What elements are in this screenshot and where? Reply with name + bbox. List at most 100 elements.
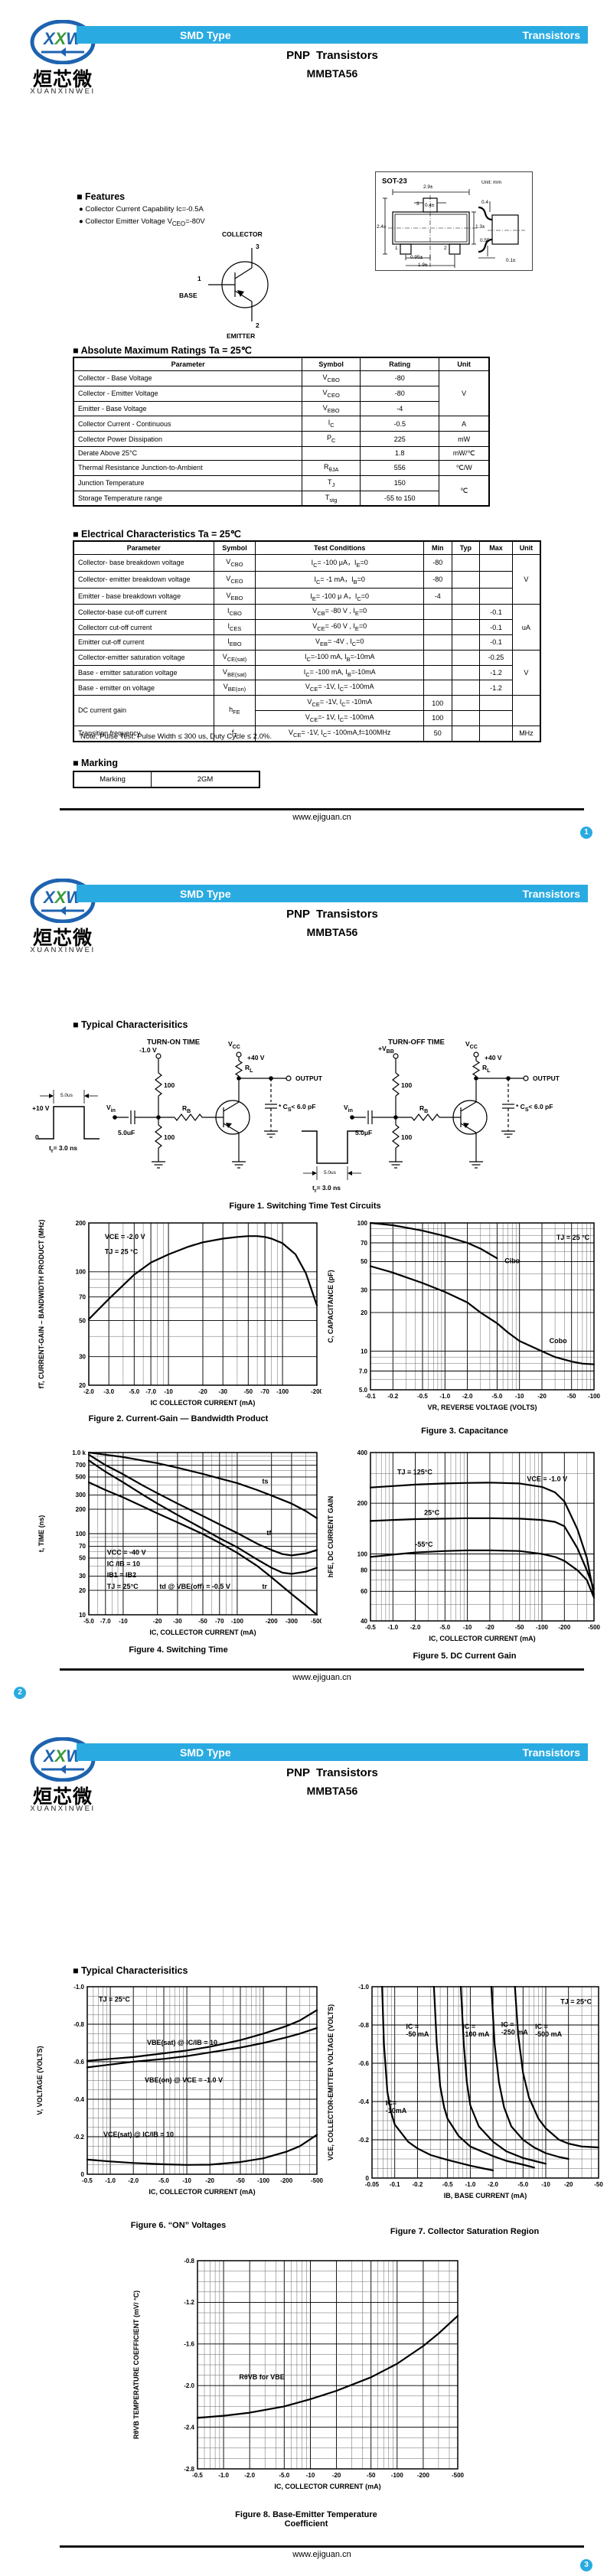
table-header-cell: Max xyxy=(479,540,513,555)
table-header-cell: Min xyxy=(423,540,452,555)
table-cell: -0.1 xyxy=(479,604,513,621)
diagram-label: BASE xyxy=(179,291,197,299)
sot23-outline-drawing xyxy=(383,189,525,269)
table-cell xyxy=(479,695,513,711)
page-3: XXW 烜芯微 XUANXINWEI SMD Type Transistors … xyxy=(0,1717,607,2576)
footer-rule xyxy=(60,808,584,810)
footer-url: www.ejiguan.cn xyxy=(292,2550,351,2559)
table-header-cell: Unit xyxy=(439,357,490,371)
figure7-caption: Figure 7. Collector Saturation Region xyxy=(390,2227,540,2236)
svg-text:-5.0: -5.0 xyxy=(158,2177,169,2184)
absolute-maximum-ratings-table: Parameter Symbol Rating Unit Collector - Bas… xyxy=(73,357,490,507)
data-table: Parameter Symbol Test Conditions Min Typ Max U… xyxy=(73,540,541,742)
diagram-label: * CS< 6.0 pF xyxy=(279,1103,316,1113)
diagram-label: TURN-ON TIME xyxy=(147,1038,201,1047)
table-cell: VCE= -1V, IC= -100mA,f=100MHz xyxy=(255,725,424,742)
table-cell: Collector Current - Continuous xyxy=(73,416,303,432)
table-row: Derate Above 25°C 1.8 mW/℃ xyxy=(73,445,490,461)
svg-text:-100: -100 xyxy=(536,1624,549,1631)
svg-text:-30: -30 xyxy=(173,1618,182,1625)
svg-text:200: 200 xyxy=(76,1220,86,1227)
svg-text:IC =-250 mA: IC = -250 mA xyxy=(501,2021,529,2036)
banner-left-label: SMD Type xyxy=(180,29,231,41)
svg-text:Cibo: Cibo xyxy=(504,1257,520,1264)
table-cell: IC= -1 mA，IB=0 xyxy=(255,570,424,589)
table-cell: Base - emitter saturation voltage xyxy=(73,664,214,681)
svg-text:-100: -100 xyxy=(391,2472,404,2479)
table-cell: VCBO xyxy=(302,370,361,386)
table-cell xyxy=(451,649,481,666)
svg-text:VBE(sat) @ IC/IB = 10: VBE(sat) @ IC/IB = 10 xyxy=(147,2039,217,2046)
page-number-badge: 2 xyxy=(14,1687,26,1699)
svg-text:-500: -500 xyxy=(311,1618,321,1625)
amr-heading: Absolute Maximum Ratings Ta = 25℃ xyxy=(73,344,252,356)
table-cell: 1.8 xyxy=(360,445,440,461)
marking-value: 2GM xyxy=(151,771,260,788)
table-cell xyxy=(451,664,481,681)
diagram-label: +VBB xyxy=(378,1045,394,1055)
svg-text:-5.0: -5.0 xyxy=(83,1618,94,1625)
table-cell: Collector Power Dissipation xyxy=(73,431,303,447)
svg-text:V, VOLTAGE (VOLTS): V, VOLTAGE (VOLTS) xyxy=(36,2046,44,2115)
diagram-label: tr= 3.0 ns xyxy=(49,1144,78,1154)
table-cell: 100 xyxy=(423,695,452,711)
table-cell: V xyxy=(511,649,541,696)
svg-text:-0.1: -0.1 xyxy=(390,2181,400,2188)
svg-text:IC =-500 mA: IC = -500 mA xyxy=(535,2023,563,2038)
table-cell: Collector-base cut-off current xyxy=(73,604,214,621)
figure6-chart: -0.5 -1.0 -2.0 -5.0 -10 -20 -50 -100 -200 -500 -1.… xyxy=(34,1979,324,2212)
table-cell: IC=-100 mA, IB=-10mA xyxy=(255,649,424,666)
svg-text:VCE(sat) @ IC/IB = 10: VCE(sat) @ IC/IB = 10 xyxy=(103,2131,174,2138)
svg-text:-0.5: -0.5 xyxy=(417,1393,428,1400)
table-cell: hFE xyxy=(213,695,256,726)
feature-item: Collector Current Capability Ic=-0.5A xyxy=(79,205,205,214)
svg-text:IC COLLECTOR CURRENT (mA): IC COLLECTOR CURRENT (mA) xyxy=(151,1399,256,1407)
svg-text:30: 30 xyxy=(79,1354,86,1361)
svg-text:-20: -20 xyxy=(332,2472,341,2479)
svg-text:-1.6: -1.6 xyxy=(184,2341,194,2348)
svg-text:tf: tf xyxy=(266,1529,272,1537)
svg-text:10: 10 xyxy=(79,1612,86,1619)
diagram-label: 0.1± xyxy=(506,257,516,263)
table-cell xyxy=(451,709,481,726)
diagram-label: RB xyxy=(182,1104,191,1114)
table-cell: 150 xyxy=(360,474,440,491)
svg-text:-0.8: -0.8 xyxy=(184,2258,194,2265)
footer-rule xyxy=(60,2545,584,2548)
figure2-caption: Figure 2. Current-Gain — Bandwidth Produ… xyxy=(88,1414,269,1423)
table-row: Emitter cut-off current IEBO VEB= -4V , IC… xyxy=(73,634,540,651)
svg-text:TJ = 25°C: TJ = 25°C xyxy=(99,1996,130,2004)
table-cell: PC xyxy=(302,431,361,447)
svg-text:-10: -10 xyxy=(541,2181,550,2188)
svg-text:-1.0: -1.0 xyxy=(218,2472,229,2479)
svg-text:-20: -20 xyxy=(485,1624,494,1631)
table-cell: VBE(sat) xyxy=(213,664,256,681)
table-cell: IC= -100 mA, IB=-10mA xyxy=(255,664,424,681)
features-list: Collector Current Capability Ic=-0.5A Co… xyxy=(79,205,205,231)
svg-text:VCC = -40 V: VCC = -40 V xyxy=(107,1549,146,1557)
svg-text:IC=-10mA: IC= -10mA xyxy=(386,2099,407,2115)
svg-text:20: 20 xyxy=(361,1309,367,1316)
svg-text:-500: -500 xyxy=(452,2472,465,2479)
svg-text:-50: -50 xyxy=(198,1618,207,1625)
svg-text:tr: tr xyxy=(263,1583,268,1590)
svg-text:-10: -10 xyxy=(164,1388,173,1395)
svg-text:-1.0: -1.0 xyxy=(439,1393,450,1400)
footer-url: www.ejiguan.cn xyxy=(292,1673,351,1682)
svg-text:-20: -20 xyxy=(198,1388,207,1395)
svg-text:IC, COLLECTOR CURRENT (mA): IC, COLLECTOR CURRENT (mA) xyxy=(274,2483,380,2490)
table-cell xyxy=(451,619,481,635)
table-row: Collector-emitter saturation voltage VCE(… xyxy=(73,649,541,696)
svg-text:-200: -200 xyxy=(311,1388,321,1395)
table-cell: VCBO xyxy=(213,554,256,572)
table-row: Emitter - base breakdown voltage VEBO IE= … xyxy=(73,587,540,605)
table-row: Transition frequency fT VCE= -1V, IC= -100… xyxy=(73,725,541,742)
doc-title: PNP Transistors xyxy=(286,1766,378,1779)
svg-text:-70: -70 xyxy=(215,1618,224,1625)
figure6-caption: Figure 6. “ON” Voltages xyxy=(130,2221,227,2230)
footer-rule xyxy=(60,1668,584,1671)
svg-text:IC =-100 mA: IC = -100 mA xyxy=(462,2023,490,2038)
svg-text:-2.0: -2.0 xyxy=(410,1624,421,1631)
svg-text:IB1 = IB2: IB1 = IB2 xyxy=(107,1571,136,1579)
diagram-label: COLLECTOR xyxy=(222,230,263,238)
